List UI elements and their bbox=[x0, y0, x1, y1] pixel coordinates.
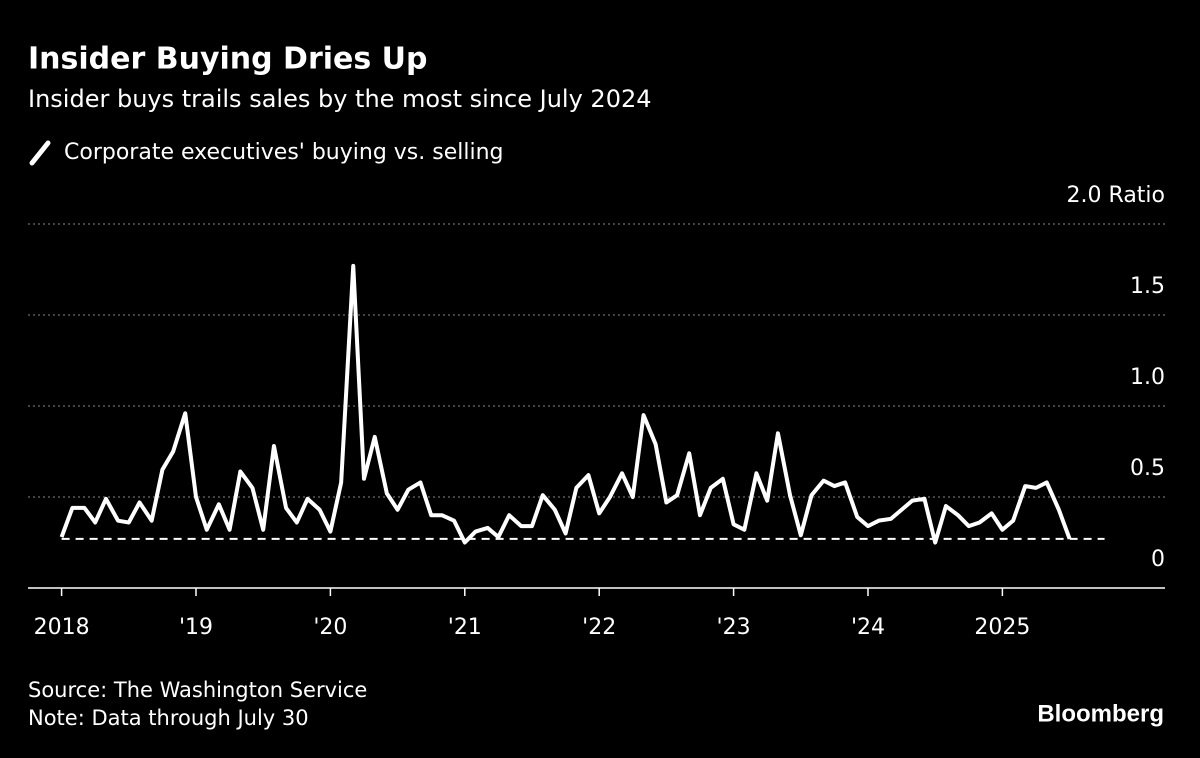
x-tick-label: 2025 bbox=[974, 615, 1030, 640]
x-tick-label: '24 bbox=[851, 615, 885, 640]
x-tick-label: '19 bbox=[179, 615, 213, 640]
legend-label: Corporate executives' buying vs. selling bbox=[64, 140, 503, 165]
note: Note: Data through July 30 bbox=[28, 706, 309, 730]
legend-swatch bbox=[29, 140, 51, 166]
x-tick-label: '20 bbox=[313, 615, 347, 640]
y-tick-label: 1.0 bbox=[1130, 365, 1165, 390]
y-tick-label: 0 bbox=[1151, 547, 1165, 572]
line-series bbox=[59, 263, 1072, 545]
source: Source: The Washington Service bbox=[28, 678, 367, 702]
chart-title: Insider Buying Dries Up bbox=[28, 42, 428, 77]
brand: Bloomberg bbox=[1037, 700, 1164, 727]
x-tick-label: '21 bbox=[448, 615, 482, 640]
x-tick-label: 2018 bbox=[34, 615, 90, 640]
x-tick-label: '23 bbox=[717, 615, 751, 640]
chart-subtitle: Insider buys trails sales by the most si… bbox=[28, 85, 652, 113]
y-tick-label: 1.5 bbox=[1130, 274, 1165, 299]
y-tick-label: 2.0 Ratio bbox=[1067, 183, 1165, 208]
x-tick-label: '22 bbox=[582, 615, 616, 640]
y-tick-label: 0.5 bbox=[1130, 456, 1165, 481]
